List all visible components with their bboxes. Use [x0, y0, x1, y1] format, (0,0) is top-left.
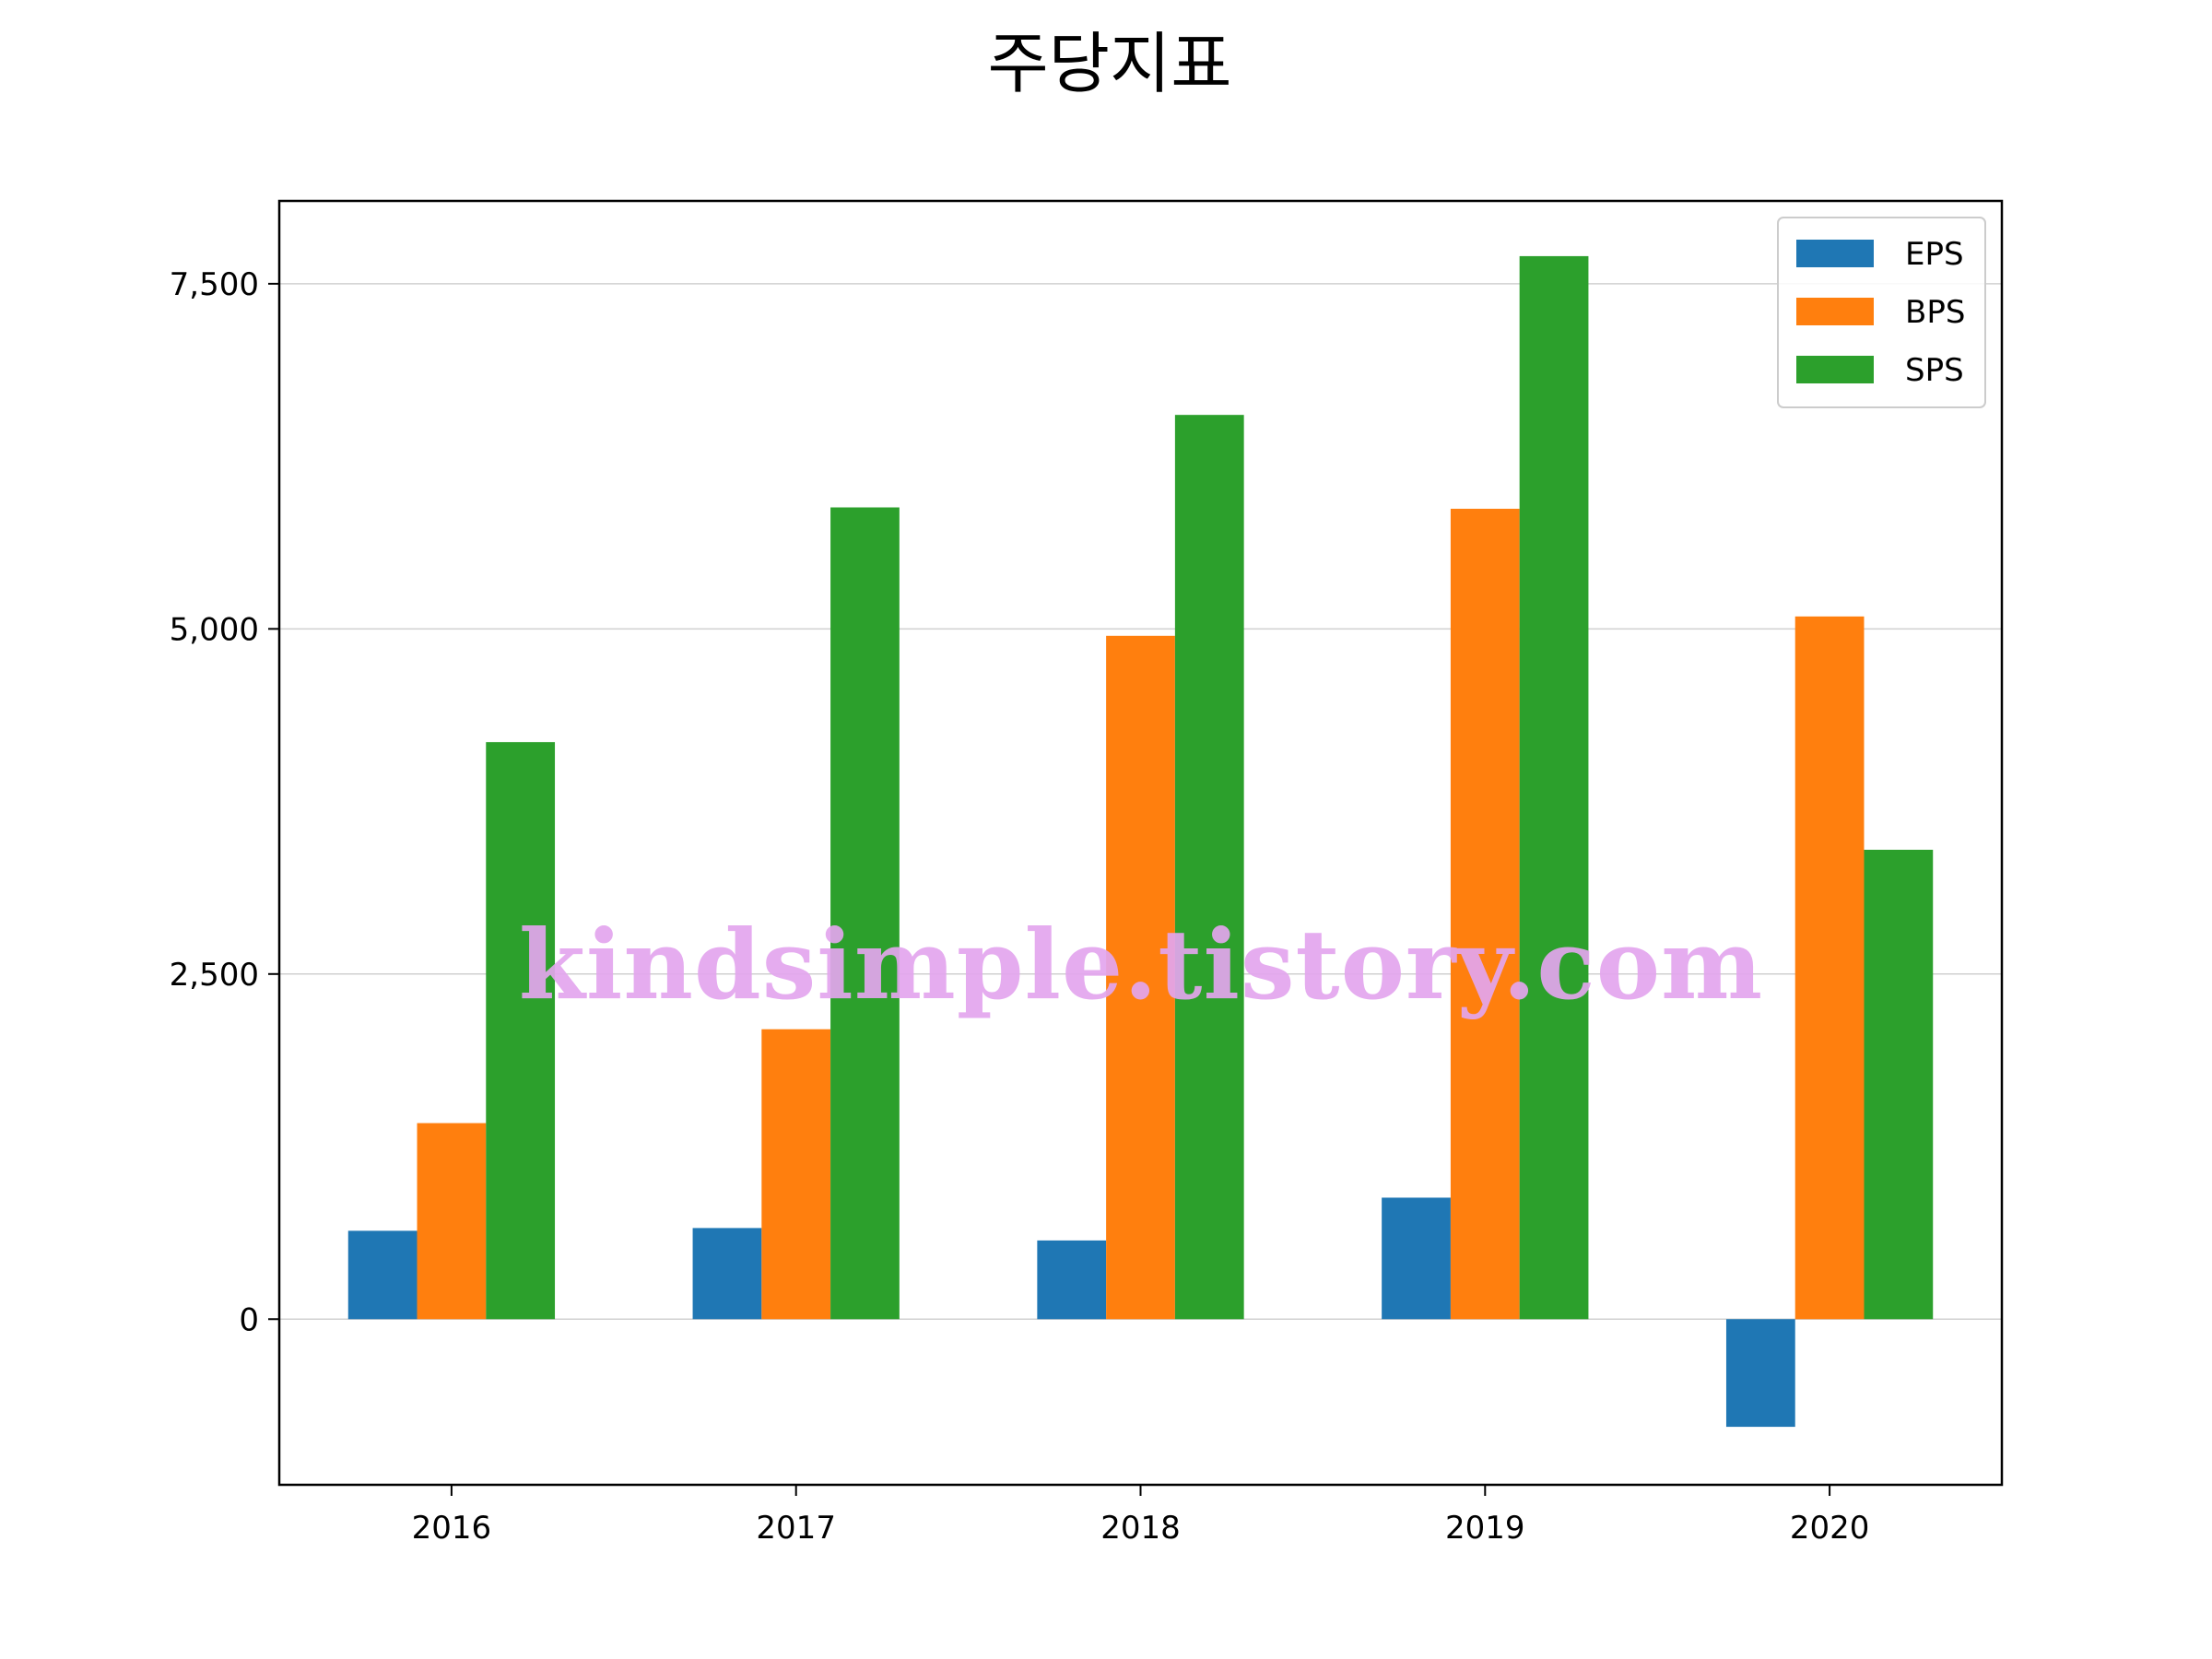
legend-label-eps: EPS [1905, 236, 1964, 273]
bar-eps-2016 [347, 1230, 418, 1320]
y-tick-label: 7,500 [170, 266, 259, 303]
y-tick-label: 2,500 [170, 957, 259, 994]
bar-eps-2018 [1037, 1240, 1107, 1320]
bar-bps-2020 [1794, 616, 1865, 1320]
bar-sps-2020 [1864, 849, 1934, 1320]
legend-label-bps: BPS [1905, 294, 1965, 331]
bar-bps-2016 [417, 1123, 487, 1320]
bar-bps-2017 [761, 1029, 831, 1320]
bar-eps-2020 [1725, 1319, 1795, 1428]
watermark: kindsimple.tistory.com [519, 908, 1763, 1021]
bar-sps-2019 [1519, 255, 1589, 1320]
y-tick-label: 0 [239, 1301, 259, 1338]
y-tick-label: 5,000 [170, 611, 259, 648]
x-tick-label: 2018 [1100, 1510, 1181, 1547]
legend-swatch-sps [1796, 356, 1874, 383]
chart-title: 주당지표 [988, 25, 1232, 102]
bar-eps-2019 [1382, 1197, 1451, 1320]
bar-sps-2016 [486, 742, 556, 1320]
legend-swatch-eps [1796, 240, 1874, 267]
bar-sps-2017 [830, 507, 900, 1320]
legend-label-sps: SPS [1905, 352, 1964, 389]
bar-eps-2017 [692, 1228, 762, 1320]
bar-sps-2018 [1174, 415, 1244, 1320]
x-tick-label: 2020 [1790, 1510, 1870, 1547]
legend: EPS BPS SPS [1777, 217, 1986, 408]
x-tick-label: 2017 [756, 1510, 836, 1547]
bars [347, 255, 1934, 1428]
x-tick-label: 2016 [412, 1510, 492, 1547]
bar-bps-2019 [1450, 509, 1520, 1320]
legend-swatch-bps [1796, 298, 1874, 325]
bar-bps-2018 [1106, 635, 1175, 1320]
y-axis: 0 2,500 5,000 7,500 [170, 266, 279, 1338]
x-axis: 2016 2017 2018 2019 2020 [412, 1485, 1870, 1547]
x-tick-label: 2019 [1445, 1510, 1525, 1547]
